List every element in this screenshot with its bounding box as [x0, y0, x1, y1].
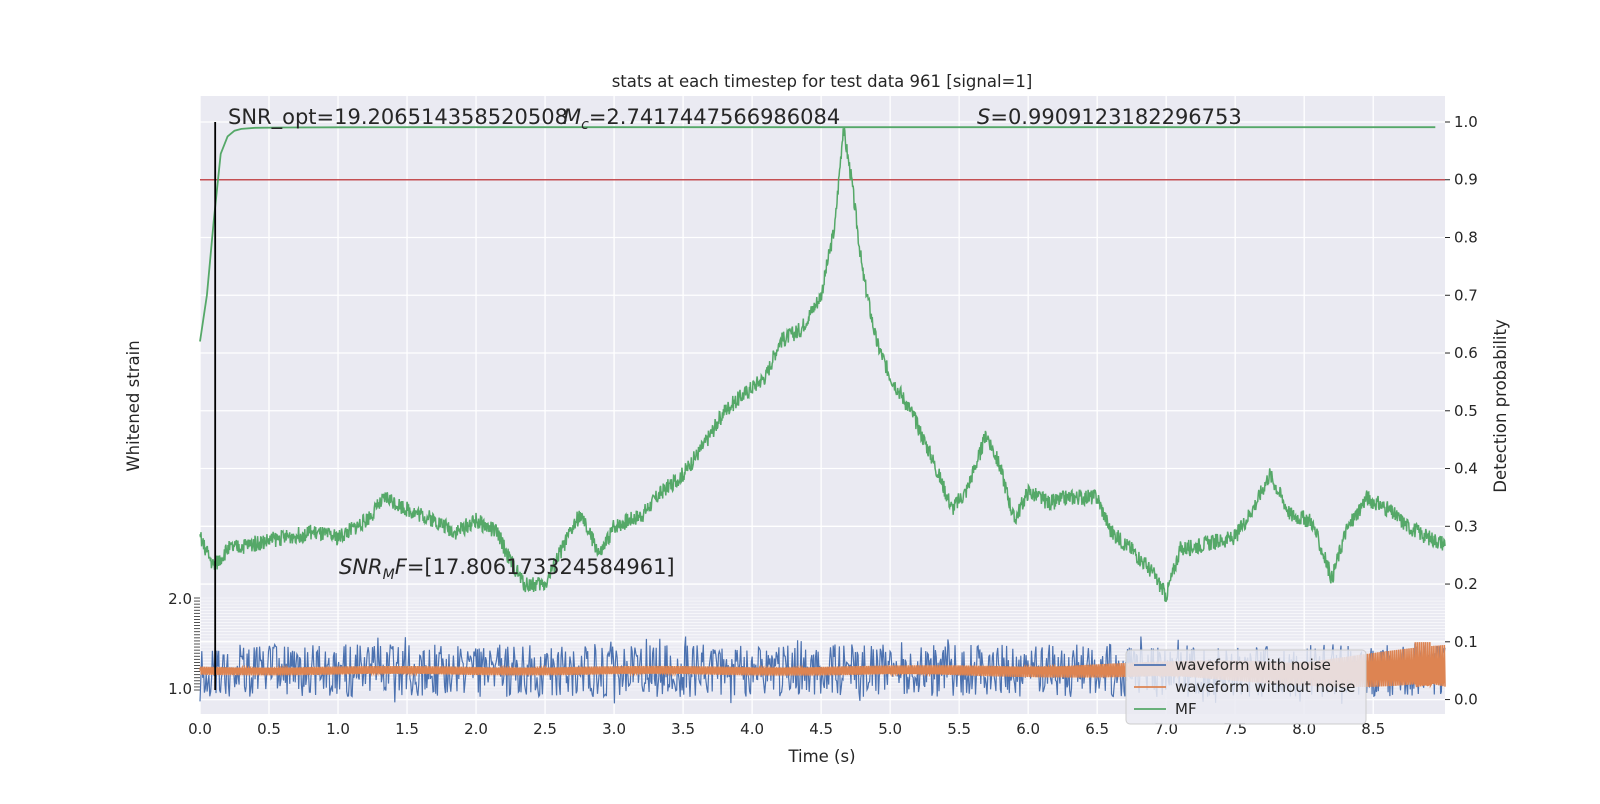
series-mf [199, 126, 1436, 342]
y-tick-label-right: 0.5 [1454, 402, 1478, 420]
y-tick-label-right: 0.4 [1454, 460, 1478, 478]
annotation-snr-mf: SNRMF=[17.806173324584961] [339, 555, 675, 583]
x-tick-label: 2.0 [464, 720, 488, 738]
x-tick-label: 3.0 [602, 720, 626, 738]
y-tick-label-right: 0.3 [1454, 517, 1478, 535]
annotation-snr-opt: SNR_opt=19.206514358520508 [228, 105, 568, 130]
chart-title: stats at each timestep for test data 961… [612, 72, 1033, 91]
y-tick-label-right: 0.2 [1454, 575, 1478, 593]
y-tick-label-right: 0.7 [1454, 286, 1478, 304]
y-axis-label-left: Whitened strain [124, 340, 143, 471]
legend-label-mf: MF [1175, 700, 1197, 718]
y-axis-label-right: Detection probability [1491, 319, 1510, 493]
strain-tick-label: 1.0 [168, 680, 192, 698]
x-tick-label: 0.0 [188, 720, 212, 738]
grid-lines [199, 96, 1450, 714]
y-tick-label-right: 1.0 [1454, 113, 1478, 131]
annotation-s-value: =0.9909123182296753 [990, 105, 1241, 129]
legend: waveform with noise waveform without noi… [1125, 649, 1367, 725]
x-tick-label: 4.5 [809, 720, 833, 738]
strain-subplot [194, 597, 1445, 691]
plot-background [200, 96, 1445, 714]
tick-labels: 0.0 0.5 1.0 1.5 2.0 2.5 3.0 3.5 4.0 4.5 5.0 5.5 6.0 6… [168, 113, 1478, 738]
legend-label-clean: waveform without noise [1175, 678, 1355, 696]
annotation-mc-value: =2.7417447566986084 [589, 105, 840, 129]
y-tick-label-right: 0.8 [1454, 229, 1478, 247]
x-tick-label: 4.0 [740, 720, 764, 738]
x-tick-label: 1.5 [395, 720, 419, 738]
x-tick-label: 3.5 [671, 720, 695, 738]
x-tick-label: 6.5 [1085, 720, 1109, 738]
y-tick-label-right: 0.1 [1454, 633, 1478, 651]
x-tick-label: 5.5 [947, 720, 971, 738]
series-detection-probability [199, 126, 1446, 603]
annotation-mc: Mc=2.7417447566986084 [563, 105, 840, 133]
strain-tick-label: 2.0 [168, 590, 192, 608]
x-tick-label: 8.5 [1361, 720, 1385, 738]
x-tick-label: 6.0 [1016, 720, 1040, 738]
annotation-s: S=0.9909123182296753 [977, 105, 1242, 129]
x-tick-label: 2.5 [533, 720, 557, 738]
y-tick-label-right: 0.6 [1454, 344, 1478, 362]
x-tick-label: 1.0 [326, 720, 350, 738]
annotation-snr-mf-value: =[17.806173324584961] [407, 555, 675, 579]
x-axis-label: Time (s) [787, 747, 855, 766]
legend-box [1125, 649, 1367, 725]
x-tick-label: 0.5 [257, 720, 281, 738]
y-tick-label-right: 0.9 [1454, 171, 1478, 189]
legend-label-noise: waveform with noise [1175, 656, 1331, 674]
x-tick-label: 5.0 [878, 720, 902, 738]
y-tick-label-right: 0.0 [1454, 691, 1478, 709]
